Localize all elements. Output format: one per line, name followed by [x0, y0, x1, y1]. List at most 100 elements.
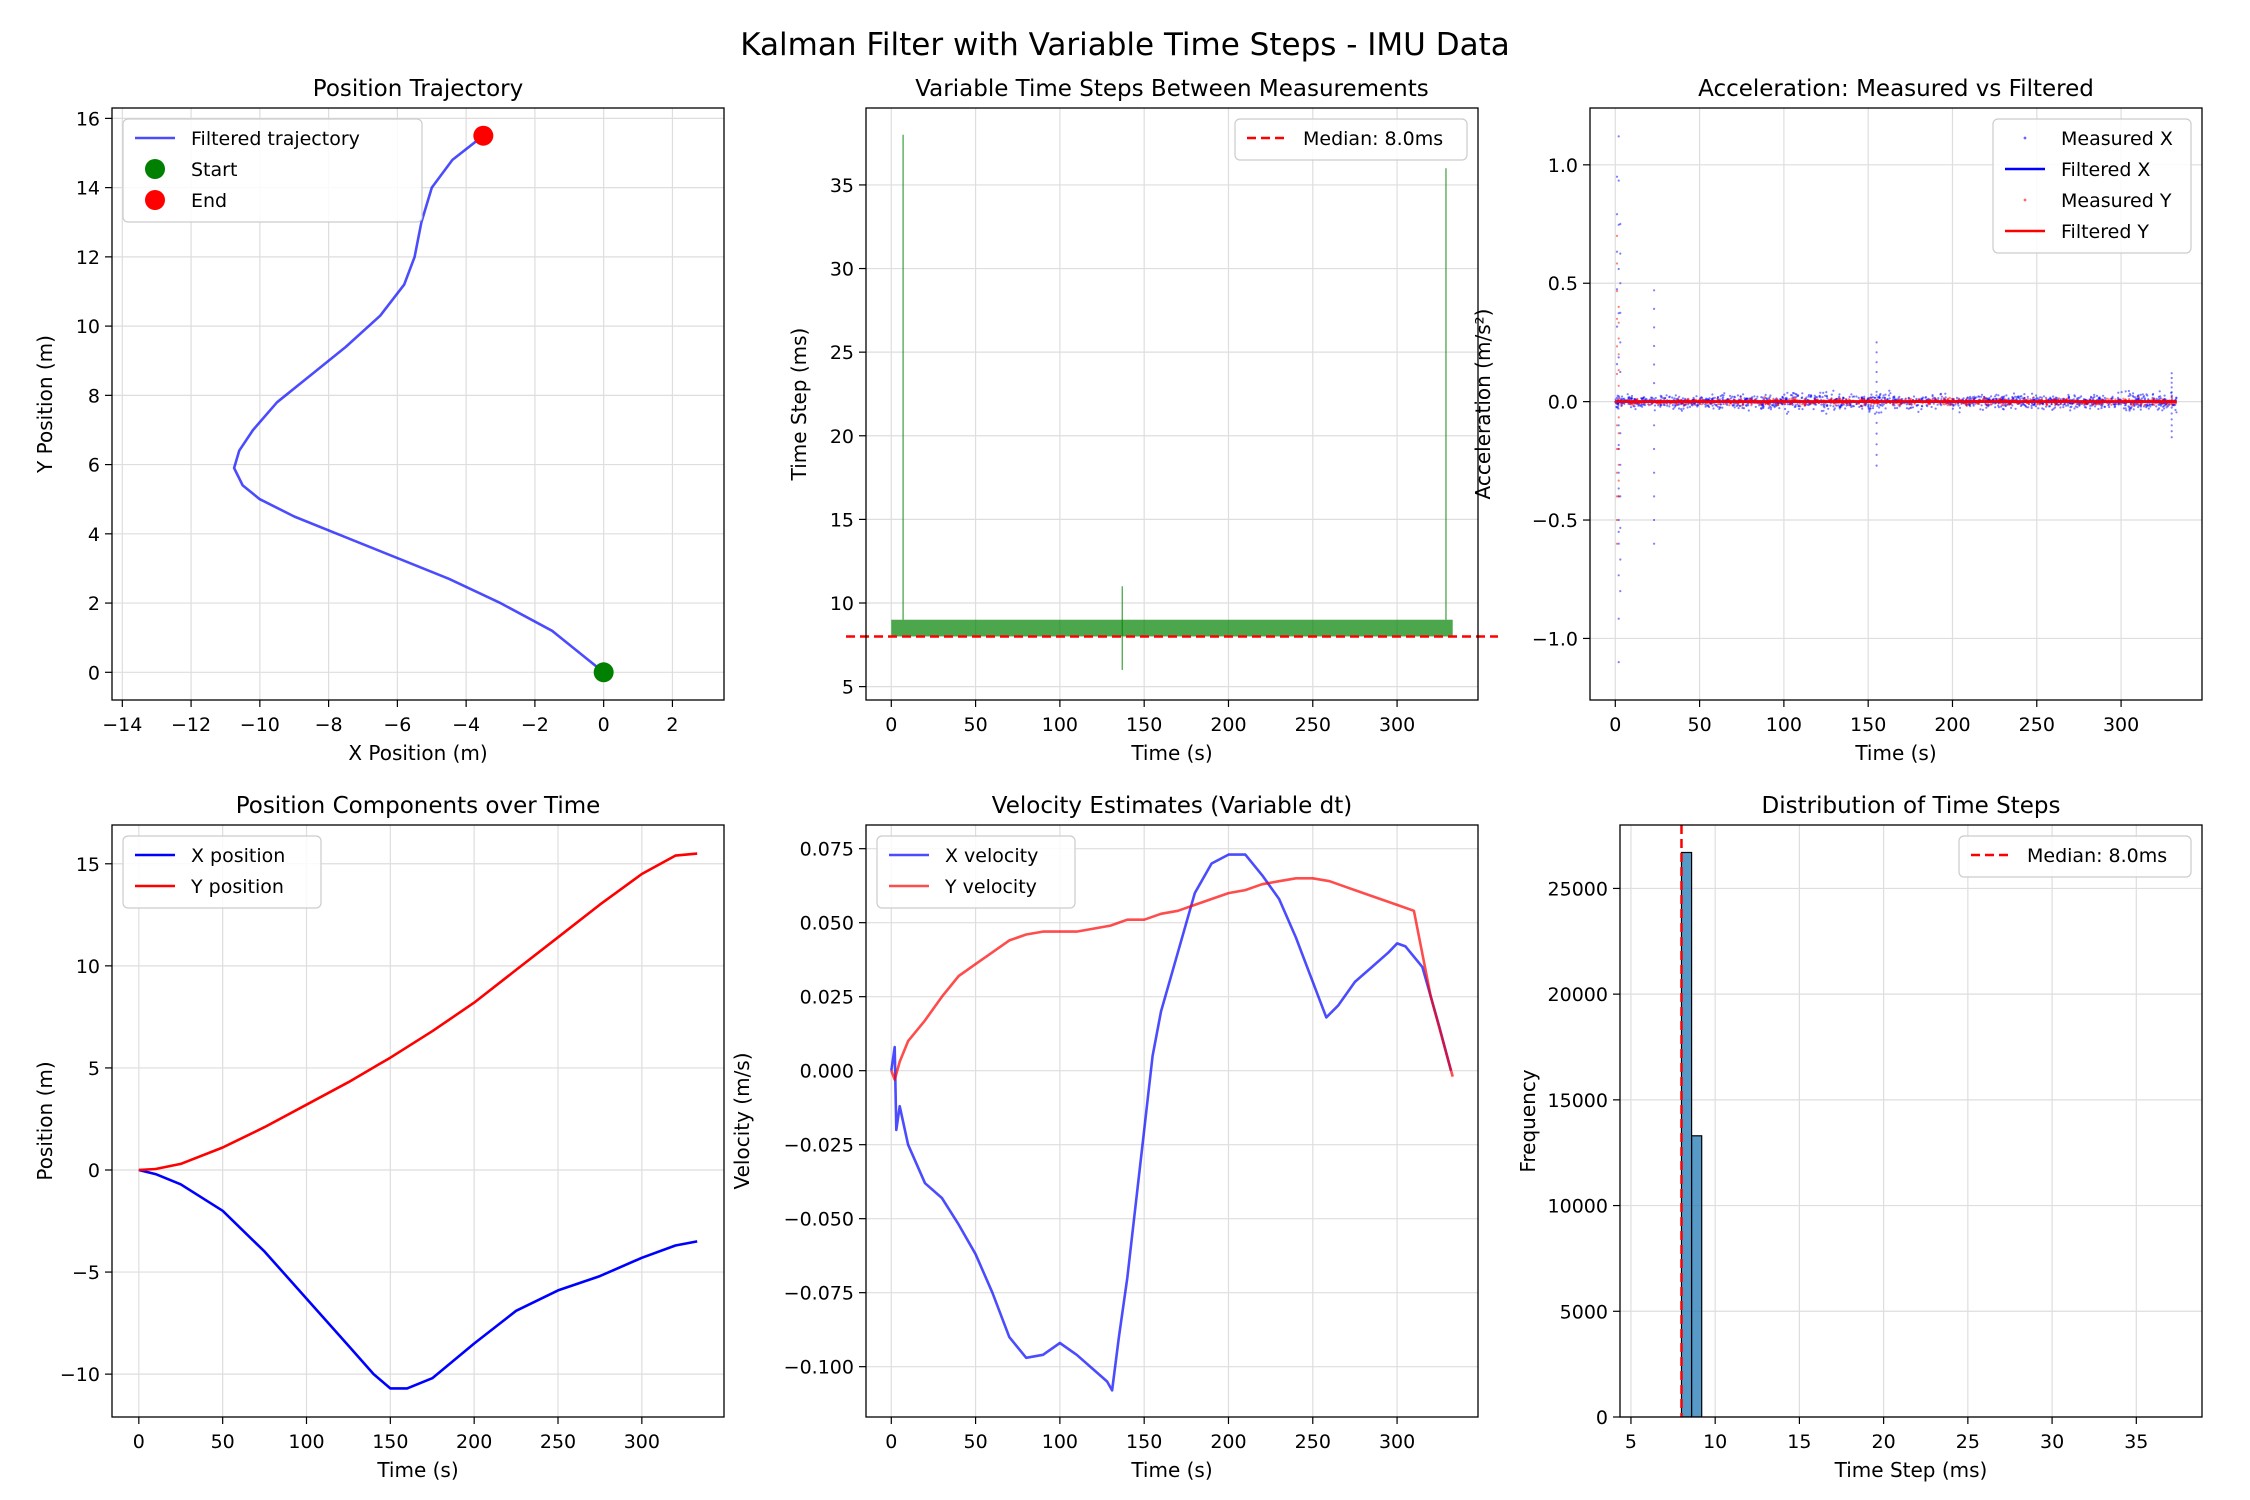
measured-point [1838, 397, 1841, 400]
legend-label: Median: 8.0ms [1303, 128, 1443, 150]
measured-point [1793, 392, 1796, 395]
measured-point [1789, 394, 1793, 397]
measured-point [2069, 409, 2072, 412]
measured-point [1835, 398, 1838, 401]
plot-area [890, 853, 1454, 1392]
legend-box [1992, 118, 2192, 254]
measured-point [1980, 404, 1983, 407]
measured-point [2080, 395, 2083, 398]
measured-point [1940, 395, 1943, 398]
measured-point [2002, 396, 2005, 399]
measured-point [1818, 394, 1821, 397]
x-tick-label: 20 [1872, 1431, 1896, 1453]
measured-point [1654, 396, 1657, 400]
measured-point [1826, 397, 1829, 400]
measured-point [1697, 404, 1700, 407]
legend-box [1958, 835, 2192, 878]
axes-frame [865, 824, 1479, 1418]
measured-point [1688, 405, 1692, 408]
measured-point [1721, 394, 1724, 397]
measured-point [2074, 405, 2077, 408]
measured-point [1875, 380, 1878, 383]
measured-point [1909, 397, 1912, 400]
measured-point [1951, 407, 1954, 410]
measured-point [1873, 396, 1876, 399]
measured-point [2169, 402, 2172, 405]
measured-point [1837, 404, 1840, 407]
measured-point [1861, 407, 1864, 410]
measured-point [2105, 397, 2108, 400]
measured-point [1724, 402, 1727, 405]
measured-point [1662, 403, 1665, 406]
measured-point [1732, 404, 1735, 407]
measured-point [1881, 402, 1884, 405]
measured-point [1844, 398, 1847, 401]
measured-point [1794, 396, 1797, 400]
measured-point [1878, 406, 1881, 409]
measured-point [2170, 436, 2173, 439]
measured-point [1958, 398, 1961, 401]
measured-point [1875, 432, 1878, 435]
measured-point [1617, 416, 1620, 419]
x-tick-label: 50 [963, 1431, 987, 1453]
measured-point [1754, 398, 1757, 401]
measured-point [1728, 404, 1731, 407]
measured-point [2093, 395, 2096, 398]
measured-point [2170, 376, 2173, 380]
measured-point [2137, 406, 2140, 409]
chart-p6: 5 10 15 20 25 30 35 0 5000 10000 15000 20000 25000 Di… [1516, 793, 2203, 1482]
x-tick-label: 150 [1126, 714, 1162, 736]
measured-point [2128, 409, 2131, 412]
measured-point [2103, 405, 2107, 408]
measured-point [1617, 487, 1620, 490]
measured-point [1750, 404, 1753, 407]
x-tick-label: −8 [315, 714, 343, 736]
measured-point [1921, 396, 1925, 399]
x-tick-label: 0 [133, 1431, 145, 1453]
measured-point [1904, 397, 1907, 400]
measured-point [1617, 395, 1620, 398]
measured-point [1816, 398, 1819, 401]
measured-point [1653, 495, 1656, 498]
y-tick-label: 15 [76, 854, 100, 876]
measured-point [1764, 393, 1767, 396]
measured-point [1860, 405, 1863, 408]
measured-point [2035, 396, 2038, 399]
measured-point [1825, 394, 1828, 397]
x-tick-label: 150 [372, 1431, 408, 1453]
measured-point [2097, 407, 2100, 411]
x-tick-label: 200 [1934, 714, 1970, 736]
x-tick-label: 150 [1850, 714, 1886, 736]
measured-point [1888, 389, 1891, 392]
series-line-x-velocity [890, 853, 1453, 1392]
measured-point [1637, 404, 1640, 407]
measured-point [1666, 404, 1669, 407]
measured-point [1718, 407, 1721, 411]
legend-label: End [191, 190, 227, 212]
measured-point [2059, 406, 2062, 409]
measured-point [1773, 406, 1776, 409]
measured-point [1974, 402, 1977, 405]
measured-point [1712, 407, 1715, 410]
measured-point [2170, 391, 2173, 394]
measured-point [2102, 394, 2105, 397]
measured-point [2141, 402, 2144, 405]
measured-point [1798, 407, 1801, 410]
y-axis-label: Velocity (m/s) [730, 1052, 754, 1189]
measured-point [1626, 393, 1629, 396]
measured-point [2172, 402, 2175, 405]
measured-point [2158, 407, 2161, 410]
measured-point [2148, 403, 2151, 406]
measured-point [1653, 424, 1656, 427]
y-tick-label: 20000 [1548, 984, 1608, 1006]
measured-point [1650, 396, 1653, 399]
measured-point [2024, 404, 2027, 408]
y-tick-label: 0.5 [1548, 273, 1578, 295]
measured-point [1833, 408, 1836, 411]
measured-point [1806, 403, 1809, 406]
measured-point [2175, 411, 2178, 414]
measured-point [2092, 403, 2095, 406]
measured-point [1930, 405, 1933, 409]
measured-point [2095, 403, 2098, 406]
measured-point [2100, 405, 2103, 408]
